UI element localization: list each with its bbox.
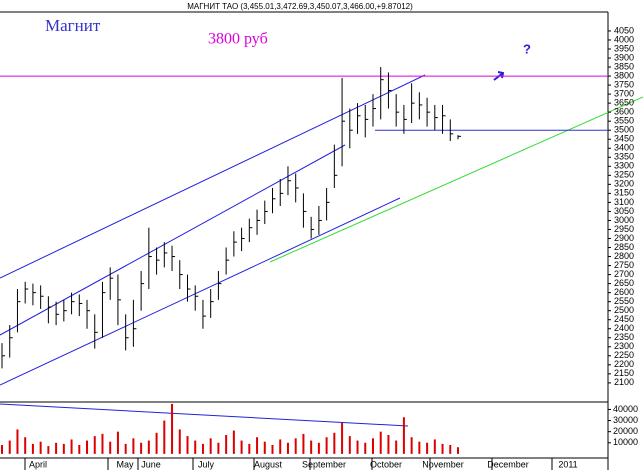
annotation: 3800 руб bbox=[208, 31, 268, 48]
y-tick-label: 2250 bbox=[614, 350, 634, 360]
y-tick-label: 3750 bbox=[614, 79, 634, 89]
y-tick-label: 3650 bbox=[614, 98, 634, 108]
y-tick-label: 3450 bbox=[614, 134, 634, 144]
channel-line bbox=[0, 197, 401, 386]
y-tick-label: 3100 bbox=[614, 197, 634, 207]
y-tick-label: 2900 bbox=[614, 233, 634, 243]
chart-title: МАГНИТ ТАО (3,455.01,3,472.69,3,450.07,3… bbox=[187, 2, 413, 11]
y-tick-label: 2150 bbox=[614, 368, 634, 378]
volume-tick-label: 20000 bbox=[613, 426, 638, 436]
x-tick-label: August bbox=[254, 459, 283, 469]
y-tick-label: 2550 bbox=[614, 296, 634, 306]
x-tick-label: April bbox=[29, 459, 47, 469]
y-tick-label: 3900 bbox=[614, 52, 634, 62]
x-tick-label: May bbox=[116, 459, 134, 469]
x-tick-label: 2011 bbox=[558, 459, 577, 469]
x-tick-label: September bbox=[302, 459, 346, 469]
y-tick-label: 4000 bbox=[614, 34, 634, 44]
x-tick-label: October bbox=[370, 459, 402, 469]
y-tick-label: 2100 bbox=[614, 377, 634, 387]
trend-line bbox=[269, 96, 643, 263]
x-tick-label: June bbox=[141, 459, 161, 469]
y-tick-label: 2700 bbox=[614, 269, 634, 279]
y-tick-label: 2800 bbox=[614, 251, 634, 261]
y-tick-label: 2300 bbox=[614, 341, 634, 351]
y-tick-label: 3800 bbox=[614, 70, 634, 80]
y-tick-label: 3950 bbox=[614, 43, 634, 53]
y-tick-label: 3350 bbox=[614, 152, 634, 162]
y-tick-label: 3550 bbox=[614, 116, 634, 126]
volume-tick-label: 30000 bbox=[613, 415, 638, 425]
annotation: ? bbox=[523, 41, 531, 56]
y-tick-label: 2950 bbox=[614, 224, 634, 234]
y-tick-label: 3850 bbox=[614, 61, 634, 71]
y-tick-label: 2450 bbox=[614, 314, 634, 324]
x-tick-label: July bbox=[198, 459, 215, 469]
y-tick-label: 2850 bbox=[614, 242, 634, 252]
y-tick-label: 3600 bbox=[614, 107, 634, 117]
y-tick-label: 3300 bbox=[614, 161, 634, 171]
y-tick-label: 2650 bbox=[614, 278, 634, 288]
y-tick-label: 3150 bbox=[614, 188, 634, 198]
y-tick-label: 2500 bbox=[614, 305, 634, 315]
y-tick-label: 2600 bbox=[614, 287, 634, 297]
y-tick-label: 2750 bbox=[614, 260, 634, 270]
volume-tick-label: 10000 bbox=[613, 437, 638, 447]
y-tick-label: 3700 bbox=[614, 88, 634, 98]
x-tick-label: November bbox=[422, 459, 464, 469]
volume-trend-line bbox=[0, 403, 409, 427]
x-tick-label: December bbox=[487, 459, 529, 469]
y-tick-label: 2350 bbox=[614, 332, 634, 342]
y-tick-label: 3050 bbox=[614, 206, 634, 216]
y-tick-label: 2400 bbox=[614, 323, 634, 333]
annotation: Магнит bbox=[45, 16, 101, 35]
y-tick-label: 2200 bbox=[614, 359, 634, 369]
y-tick-label: 4050 bbox=[614, 25, 634, 35]
y-tick-label: 3000 bbox=[614, 215, 634, 225]
y-tick-label: 3200 bbox=[614, 179, 634, 189]
channel-line bbox=[0, 74, 426, 279]
y-tick-label: 3250 bbox=[614, 170, 634, 180]
y-tick-label: 3500 bbox=[614, 125, 634, 135]
volume-tick-label: 40000 bbox=[613, 404, 638, 414]
y-tick-label: 3400 bbox=[614, 143, 634, 153]
